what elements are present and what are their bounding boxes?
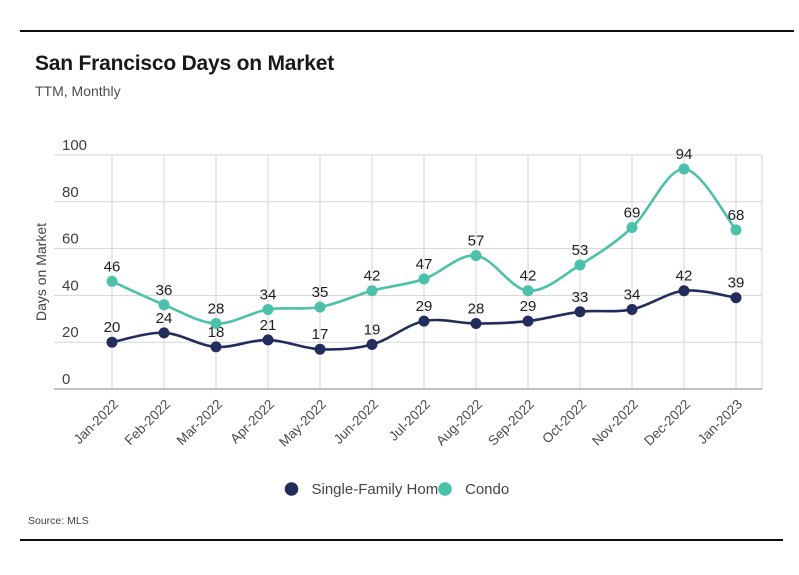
x-tick-label: Feb-2022	[122, 397, 173, 448]
x-tick-label: Jun-2022	[331, 397, 381, 447]
data-point	[574, 259, 586, 271]
value-label: 33	[572, 289, 589, 306]
value-label: 17	[312, 326, 329, 343]
data-point	[470, 250, 482, 262]
x-tick-label: May-2022	[276, 397, 329, 450]
value-label: 47	[416, 256, 433, 273]
x-tick-label: Jul-2022	[386, 397, 433, 444]
data-point	[678, 163, 690, 175]
data-point	[158, 327, 170, 339]
data-point	[314, 301, 326, 313]
y-tick-label: 20	[62, 324, 79, 341]
y-tick-label: 80	[62, 184, 79, 201]
data-point	[418, 273, 430, 285]
data-point	[418, 315, 430, 327]
x-tick-label: Apr-2022	[227, 397, 277, 447]
value-label: 18	[208, 324, 225, 341]
data-point	[158, 299, 170, 311]
value-label: 28	[468, 300, 485, 317]
value-label: 24	[156, 310, 173, 327]
data-point	[366, 339, 378, 351]
value-label: 53	[572, 242, 589, 259]
legend-swatch	[284, 482, 299, 496]
value-label: 29	[520, 298, 537, 315]
data-point	[366, 285, 378, 297]
x-tick-label: Sep-2022	[485, 397, 537, 449]
y-tick-label: 60	[62, 231, 79, 248]
x-tick-label: Aug-2022	[433, 397, 485, 449]
data-point	[210, 341, 222, 353]
legend-swatch	[438, 482, 452, 496]
value-label: 94	[676, 146, 693, 163]
value-label: 42	[364, 268, 381, 285]
value-label: 36	[156, 282, 173, 299]
data-point	[574, 306, 586, 318]
value-label: 21	[260, 317, 277, 334]
x-tick-label: Oct-2022	[539, 397, 589, 447]
data-point	[262, 334, 274, 346]
data-point	[106, 275, 118, 287]
data-point	[106, 336, 118, 348]
chart-subtitle: TTM, Monthly	[35, 83, 121, 99]
legend-label: Condo	[465, 481, 509, 498]
x-tick-label: Dec-2022	[641, 397, 693, 449]
value-label: 20	[104, 319, 121, 336]
data-point	[262, 303, 274, 315]
data-point	[210, 317, 222, 329]
data-point	[626, 303, 638, 315]
data-point	[470, 317, 482, 329]
y-tick-label: 40	[62, 277, 79, 294]
value-label: 42	[520, 268, 537, 285]
value-label: 34	[260, 286, 277, 303]
chart-title: San Francisco Days on Market	[35, 52, 335, 75]
value-label: 46	[104, 258, 121, 275]
value-label: 69	[624, 205, 641, 222]
value-label: 28	[208, 300, 225, 317]
y-tick-label: 0	[62, 371, 70, 388]
data-point	[678, 285, 690, 297]
y-axis-title: Days on Market	[33, 223, 49, 321]
chart-header: San Francisco Days on Market TTM, Monthl…	[35, 52, 334, 99]
value-label: 68	[728, 207, 745, 224]
data-point	[730, 292, 742, 304]
value-label: 39	[728, 275, 745, 292]
source-note: Source: MLS	[28, 515, 89, 527]
value-label: 29	[416, 298, 433, 315]
value-label: 42	[676, 268, 693, 285]
x-tick-label: Nov-2022	[589, 397, 641, 449]
x-tick-label: Mar-2022	[174, 397, 225, 448]
data-point	[522, 285, 534, 297]
value-label: 19	[364, 322, 381, 339]
legend-label: Single-Family Home	[312, 481, 447, 498]
x-tick-label: Jan-2023	[695, 397, 745, 447]
data-point	[522, 315, 534, 327]
data-point	[730, 224, 742, 236]
top-divider	[20, 30, 794, 32]
value-label: 35	[312, 284, 329, 301]
bottom-divider	[20, 539, 783, 541]
y-tick-label: 100	[62, 137, 87, 154]
value-label: 34	[624, 286, 641, 303]
data-point	[314, 343, 326, 355]
x-tick-label: Jan-2022	[71, 397, 121, 447]
value-label: 57	[468, 233, 485, 250]
data-point	[626, 222, 638, 234]
